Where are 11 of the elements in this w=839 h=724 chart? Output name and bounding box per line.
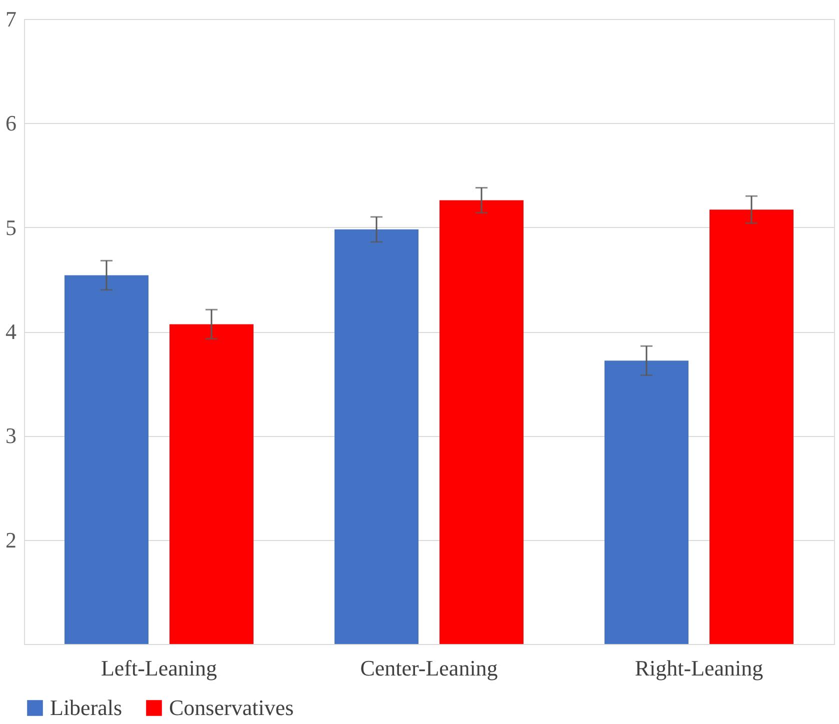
y-tick-label: 3	[6, 423, 16, 448]
y-tick-label: 7	[6, 6, 16, 32]
x-tick-label: Center-Leaning	[360, 656, 498, 680]
x-tick-label: Right-Leaning	[634, 656, 764, 680]
x-tick-label: Left-Leaning	[100, 656, 218, 680]
y-tick-label: 4	[6, 319, 16, 344]
legend-label: Liberals	[50, 695, 122, 720]
legend-label: Conservatives	[169, 695, 294, 720]
y-tick-label: 2	[6, 527, 16, 552]
y-tick-label: 6	[6, 110, 16, 136]
y-tick-label: 5	[6, 214, 16, 240]
